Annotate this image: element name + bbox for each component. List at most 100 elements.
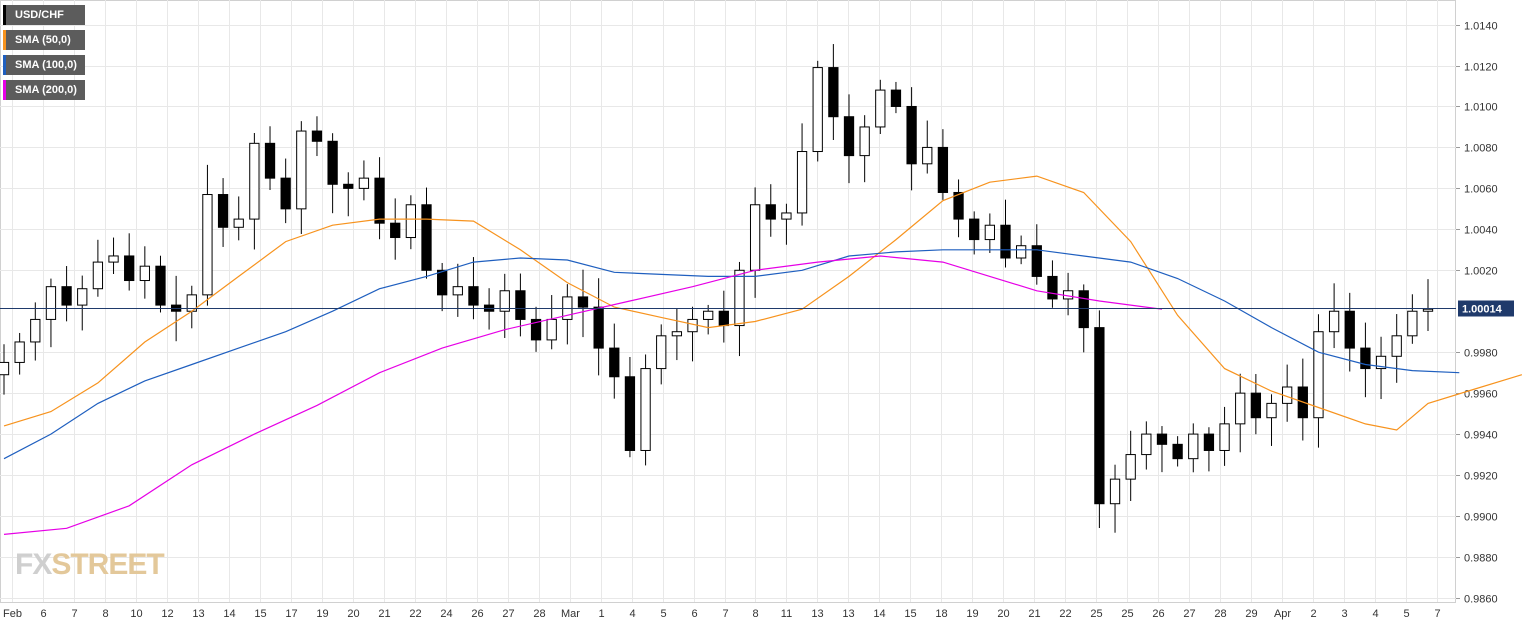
candle-body bbox=[139, 265, 150, 282]
candle-body bbox=[1015, 245, 1027, 259]
candle-body bbox=[734, 269, 745, 327]
candle-body bbox=[468, 286, 479, 306]
candle-body bbox=[437, 269, 448, 296]
x-tick-label: 12 bbox=[161, 608, 173, 620]
y-tick-label: 0.9920 bbox=[1464, 471, 1498, 483]
candle-body bbox=[77, 288, 88, 306]
x-tick-label: 19 bbox=[966, 608, 978, 620]
y-tick-label: 0.9940 bbox=[1464, 430, 1498, 442]
x-tick-label: 11 bbox=[781, 608, 792, 620]
candle-body bbox=[499, 290, 510, 312]
candle-body bbox=[1360, 347, 1371, 370]
x-tick-label: 6 bbox=[691, 608, 697, 620]
candle-body bbox=[1109, 478, 1121, 505]
candle-body bbox=[1125, 454, 1136, 480]
y-tick-label: 1.0060 bbox=[1464, 184, 1498, 196]
candle-body bbox=[640, 368, 651, 451]
x-tick-label: 7 bbox=[1434, 608, 1440, 620]
x-tick-label: 27 bbox=[502, 608, 514, 620]
candle-body bbox=[108, 255, 119, 263]
candle-body bbox=[155, 265, 166, 306]
candle-body bbox=[984, 224, 995, 241]
y-tick-label: 0.9960 bbox=[1464, 389, 1498, 401]
x-tick-label: 13 bbox=[842, 608, 854, 620]
candle-body bbox=[249, 142, 260, 220]
x-tick-label: 4 bbox=[629, 608, 635, 620]
legend: USD/CHF SMA (50,0) SMA (100,0) SMA (200,… bbox=[3, 5, 85, 100]
candle-body bbox=[953, 191, 964, 220]
legend-item-sma50[interactable]: SMA (50,0) bbox=[3, 30, 85, 50]
x-tick-label: 5 bbox=[1403, 608, 1409, 620]
candle-body bbox=[327, 140, 338, 185]
x-tick-label: 1 bbox=[598, 608, 604, 620]
y-tick-label: 1.0100 bbox=[1464, 102, 1498, 114]
candle-body bbox=[906, 105, 917, 165]
legend-item-sma200[interactable]: SMA (200,0) bbox=[3, 80, 85, 100]
candle-body bbox=[765, 204, 776, 220]
candle-body bbox=[1156, 433, 1168, 445]
candle-body bbox=[546, 318, 557, 341]
candle-body bbox=[1407, 310, 1418, 337]
x-tick-label: 7 bbox=[722, 608, 728, 620]
candle-body bbox=[749, 204, 761, 271]
x-tick-label: 15 bbox=[904, 608, 916, 620]
x-tick-label: 18 bbox=[935, 608, 947, 620]
x-tick-label: 20 bbox=[347, 608, 359, 620]
candle-body bbox=[1313, 331, 1324, 419]
x-tick-label: 14 bbox=[223, 608, 235, 620]
x-tick-label: 19 bbox=[316, 608, 328, 620]
candle-body bbox=[124, 255, 135, 282]
candle-body bbox=[859, 126, 870, 157]
legend-item-usdchf[interactable]: USD/CHF bbox=[3, 5, 85, 25]
x-tick-label: 24 bbox=[440, 608, 452, 620]
x-tick-label: 4 bbox=[1372, 608, 1378, 620]
candle-body bbox=[1172, 443, 1183, 460]
candle-body bbox=[593, 306, 604, 349]
candle-body bbox=[1235, 392, 1246, 425]
x-tick-label: 17 bbox=[285, 608, 297, 620]
x-tick-label: 14 bbox=[873, 608, 885, 620]
y-tick-label: 0.9980 bbox=[1464, 348, 1498, 360]
candle-body bbox=[1047, 275, 1058, 300]
candle-body bbox=[530, 318, 542, 341]
candle-body bbox=[0, 361, 10, 376]
x-tick-label: 20 bbox=[997, 608, 1009, 620]
candle-body bbox=[718, 310, 729, 327]
candle-body bbox=[405, 204, 417, 239]
candle-body bbox=[609, 347, 620, 378]
x-tick-label: 21 bbox=[1028, 608, 1040, 620]
x-tick-label: 25 bbox=[1121, 608, 1133, 620]
candle-body bbox=[202, 194, 213, 296]
legend-label-usdchf: USD/CHF bbox=[15, 9, 64, 21]
y-tick-label: 1.0080 bbox=[1464, 143, 1498, 155]
candle-body bbox=[843, 116, 855, 157]
candle-body bbox=[264, 142, 276, 179]
candle-body bbox=[1031, 245, 1042, 277]
candle-body bbox=[358, 177, 370, 189]
x-tick-label: 22 bbox=[409, 608, 421, 620]
x-tick-label: Mar bbox=[561, 608, 580, 620]
x-tick-label: 3 bbox=[1341, 608, 1347, 620]
logo-prefix: FX bbox=[15, 548, 52, 581]
current-price-label: 1.00014 bbox=[1462, 304, 1503, 316]
candle-body bbox=[703, 310, 714, 320]
y-tick-label: 0.9860 bbox=[1464, 594, 1498, 606]
x-tick-label: 21 bbox=[378, 608, 390, 620]
candle-body bbox=[30, 318, 41, 343]
legend-item-sma100[interactable]: SMA (100,0) bbox=[3, 55, 85, 75]
y-tick-label: 0.9900 bbox=[1464, 512, 1498, 524]
candle-body bbox=[233, 218, 244, 228]
candle-body bbox=[421, 204, 432, 271]
candle-body bbox=[1375, 355, 1387, 370]
legend-swatch-usdchf bbox=[3, 5, 6, 25]
candle-body bbox=[671, 331, 683, 337]
candle-body bbox=[828, 67, 839, 118]
candle-body bbox=[890, 89, 902, 107]
candle-body bbox=[1078, 290, 1089, 329]
candle-body bbox=[922, 146, 933, 165]
candle-body bbox=[1219, 423, 1230, 451]
x-tick-label: 22 bbox=[1059, 608, 1071, 620]
y-tick-label: 0.9880 bbox=[1464, 553, 1498, 565]
